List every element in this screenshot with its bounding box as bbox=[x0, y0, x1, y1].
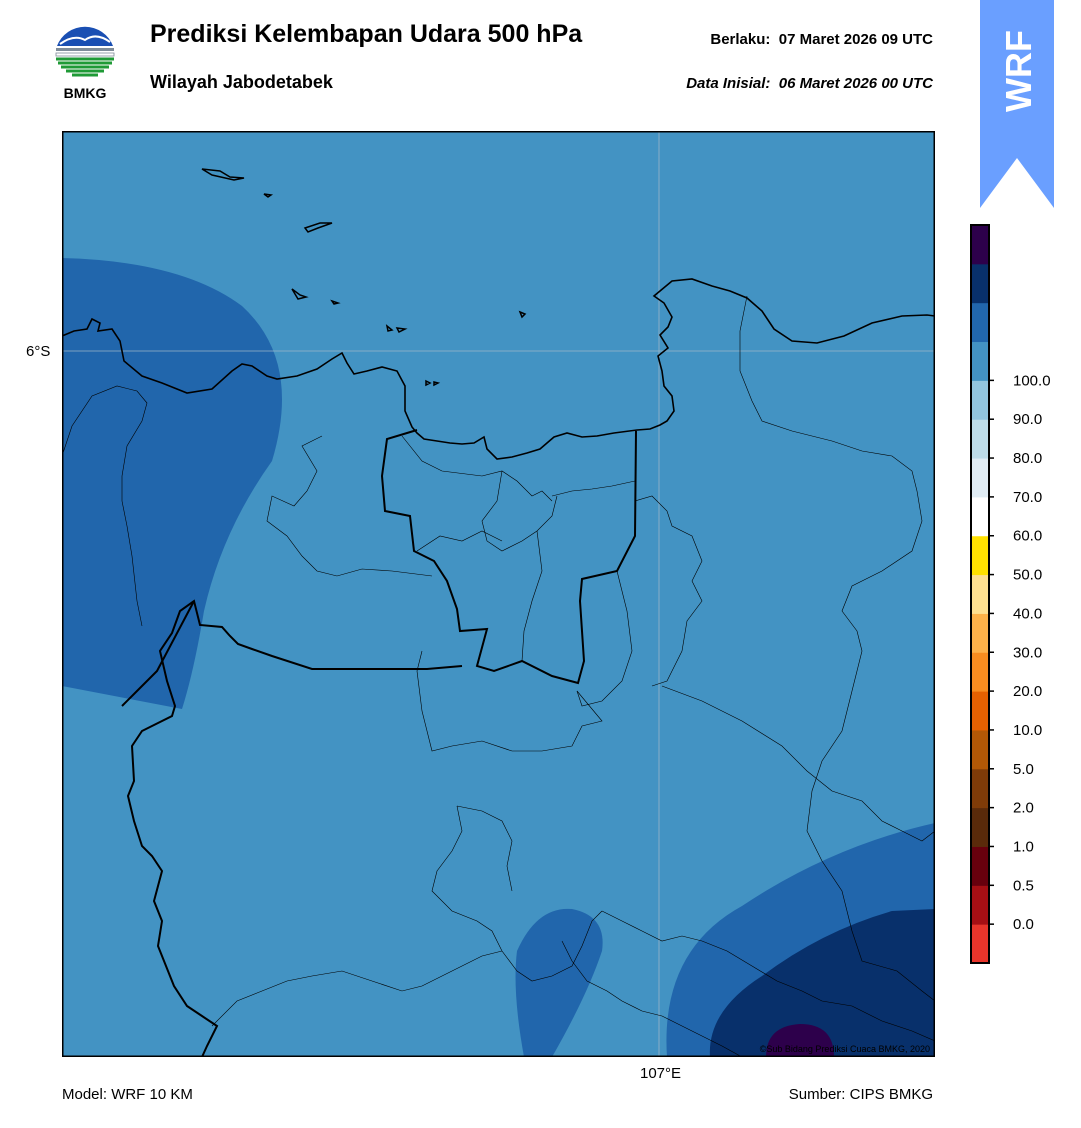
colorbar-frame bbox=[970, 224, 990, 964]
island bbox=[291, 288, 309, 300]
colorbar-segment bbox=[971, 225, 989, 265]
colorbar-tick-label: 90.0 bbox=[1013, 411, 1042, 428]
page-title: Prediksi Kelembapan Udara 500 hPa bbox=[150, 20, 583, 48]
colorbar-tick-label: 60.0 bbox=[1013, 528, 1042, 545]
colorbar-tick-label: 70.0 bbox=[1013, 489, 1042, 506]
model-label: Model: WRF 10 KM bbox=[62, 1086, 193, 1103]
humidity-map: ©Sub Bidang Prediksi Cuaca BMKG, 2020 bbox=[62, 131, 935, 1057]
latitude-label: 6°S bbox=[26, 343, 51, 360]
init-time: Data Inisial: 06 Maret 2026 00 UTC bbox=[686, 75, 933, 92]
province-boundary bbox=[380, 429, 637, 685]
source-label: Sumber: CIPS BMKG bbox=[788, 1086, 933, 1103]
valid-time: Berlaku: 07 Maret 2026 09 UTC bbox=[710, 31, 933, 48]
colorbar-segment bbox=[971, 652, 989, 692]
region-subtitle: Wilayah Jabodetabek bbox=[150, 72, 333, 92]
colorbar-segment bbox=[971, 302, 989, 343]
colorbar-tick-label: 0.0 bbox=[1013, 916, 1034, 933]
colorbar-segment bbox=[971, 807, 989, 847]
island bbox=[425, 379, 441, 387]
regency-boundaries bbox=[62, 295, 935, 1057]
colorbar-tick-label: 100.0 bbox=[1013, 372, 1051, 389]
humidity-band-90-southeast bbox=[709, 909, 935, 1057]
humidity-band-80-west bbox=[62, 258, 282, 709]
colorbar-segment bbox=[971, 341, 989, 381]
wrf-ribbon-icon bbox=[980, 0, 1054, 208]
colorbar-segment bbox=[971, 535, 989, 576]
colorbar-tick-label: 80.0 bbox=[1013, 450, 1042, 467]
colorbar-tick-label: 5.0 bbox=[1013, 761, 1034, 778]
colorbar-segment bbox=[971, 924, 989, 964]
island bbox=[518, 310, 527, 319]
valid-time-value: 07 Maret 2026 09 UTC bbox=[778, 31, 933, 48]
coastline bbox=[62, 278, 935, 460]
island bbox=[303, 222, 333, 233]
island bbox=[263, 193, 274, 198]
province-boundary bbox=[126, 599, 463, 1057]
colorbar-segment bbox=[971, 574, 989, 614]
colorbar-tick-label: 2.0 bbox=[1013, 800, 1034, 817]
wrf-badge: WRF bbox=[980, 0, 1054, 208]
colorbar-segment bbox=[971, 458, 989, 498]
svg-text:BMKG: BMKG bbox=[64, 85, 107, 101]
longitude-label: 107°E bbox=[640, 1065, 682, 1082]
island bbox=[330, 299, 341, 305]
colorbar-tick-label: 0.5 bbox=[1013, 877, 1034, 894]
colorbar-tick-label: 30.0 bbox=[1013, 644, 1042, 661]
colorbar-segment bbox=[971, 885, 989, 925]
colorbar-segment bbox=[971, 496, 989, 537]
humidity-band-100-southeast bbox=[766, 1024, 834, 1057]
colorbar-segment bbox=[971, 613, 989, 653]
colorbar-segment bbox=[971, 263, 989, 304]
island bbox=[201, 168, 245, 181]
humidity-band-80-south-center bbox=[515, 908, 603, 1057]
colorbar-segment bbox=[971, 846, 989, 886]
init-time-label: Data Inisial: bbox=[686, 75, 771, 92]
valid-time-label: Berlaku: bbox=[710, 31, 771, 48]
colorbar-tick-label: 50.0 bbox=[1013, 567, 1042, 584]
colorbar-tick-label: 10.0 bbox=[1013, 722, 1042, 739]
bmkg-logo-icon: BMKG bbox=[55, 23, 115, 101]
colorbar: 0.0 0.5 1.0 2.0 5.0 10.0 20.0 30.0 40.0 50.0 60.0 7… bbox=[970, 224, 1051, 964]
colorbar-tick-label: 40.0 bbox=[1013, 605, 1042, 622]
wrf-badge-text: WRF bbox=[998, 30, 1039, 112]
map-credit: ©Sub Bidang Prediksi Cuaca BMKG, 2020 bbox=[760, 1044, 930, 1054]
colorbar-segment bbox=[971, 691, 989, 731]
colorbar-tick-label: 1.0 bbox=[1013, 838, 1034, 855]
province-boundary bbox=[121, 600, 195, 707]
colorbar-segment bbox=[971, 729, 989, 770]
island bbox=[385, 324, 408, 334]
colorbar-segment bbox=[971, 768, 989, 809]
init-time-value: 06 Maret 2026 00 UTC bbox=[778, 75, 933, 92]
colorbar-segment bbox=[971, 380, 989, 420]
colorbar-segment bbox=[971, 419, 989, 459]
colorbar-tick-label: 20.0 bbox=[1013, 683, 1042, 700]
